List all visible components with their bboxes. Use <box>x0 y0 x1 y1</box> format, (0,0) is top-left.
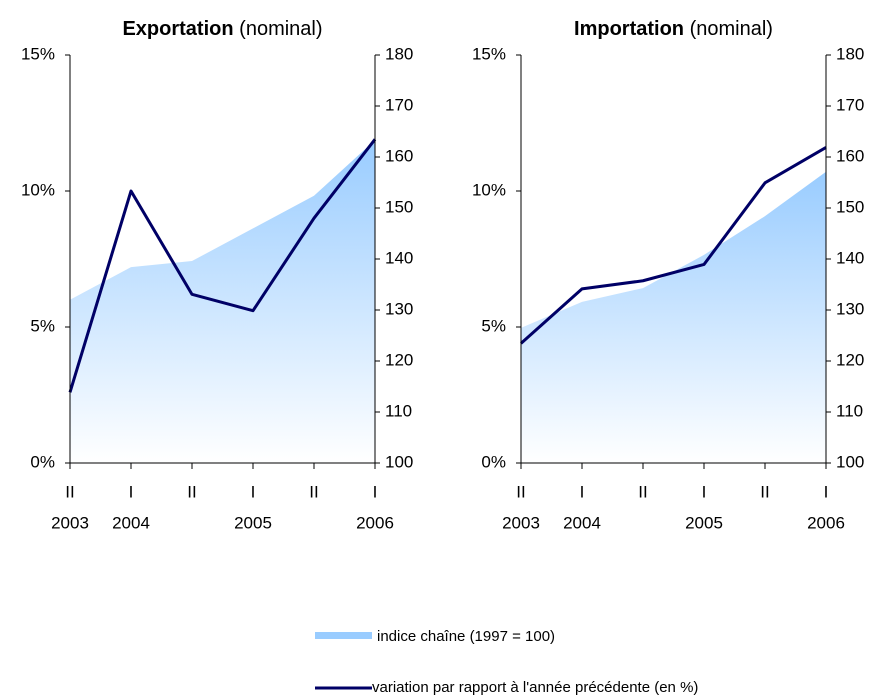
x-year-label: 2004 <box>112 513 150 532</box>
y2-tick-label: 120 <box>385 350 413 369</box>
y2-tick-label: 180 <box>385 44 413 63</box>
chart-title: Importation (nominal) <box>574 18 773 40</box>
y2-tick-label: 170 <box>836 95 864 114</box>
y-tick-label: 10% <box>21 180 55 199</box>
y2-tick-label: 120 <box>836 350 864 369</box>
x-tick-label: I <box>824 482 829 501</box>
chart-title: Exportation (nominal) <box>122 18 322 40</box>
y-tick-label: 15% <box>472 44 506 63</box>
x-tick-label: II <box>516 482 525 501</box>
y2-tick-label: 140 <box>385 248 413 267</box>
y2-tick-label: 160 <box>385 146 413 165</box>
x-tick-label: I <box>580 482 585 501</box>
y-tick-label: 0% <box>30 452 55 471</box>
title-main: Exportation <box>122 18 233 40</box>
index-area <box>521 171 826 464</box>
y2-tick-label: 140 <box>836 248 864 267</box>
y2-tick-label: 130 <box>385 299 413 318</box>
x-tick-label: I <box>373 482 378 501</box>
y-tick-label: 15% <box>21 44 55 63</box>
x-tick-label: II <box>187 482 196 501</box>
x-tick-label: II <box>638 482 647 501</box>
y2-tick-label: 130 <box>836 299 864 318</box>
y2-tick-label: 100 <box>385 452 413 471</box>
title-main: Importation <box>574 18 684 40</box>
change-line <box>520 146 827 345</box>
x-year-label: 2003 <box>502 513 540 532</box>
x-tick-label: II <box>65 482 74 501</box>
y2-tick-label: 160 <box>836 146 864 165</box>
y-tick-label: 5% <box>481 316 506 335</box>
x-tick-label: II <box>309 482 318 501</box>
x-year-label: 2005 <box>685 513 723 532</box>
change-line <box>68 138 377 393</box>
title-note: (nominal) <box>239 18 322 40</box>
x-tick-label: I <box>251 482 256 501</box>
x-tick-label: I <box>129 482 134 501</box>
y2-tick-label: 100 <box>836 452 864 471</box>
legend-swatch-area <box>315 632 372 639</box>
y2-tick-label: 110 <box>836 401 863 420</box>
x-tick-label: II <box>760 482 769 501</box>
x-year-label: 2006 <box>807 513 845 532</box>
y2-tick-label: 180 <box>836 44 864 63</box>
y-tick-label: 5% <box>30 316 55 335</box>
y2-tick-label: 110 <box>385 401 412 420</box>
x-year-label: 2006 <box>356 513 394 532</box>
x-year-label: 2004 <box>563 513 601 532</box>
x-year-label: 2005 <box>234 513 272 532</box>
legend-label: indice chaîne (1997 = 100) <box>377 628 555 645</box>
title-note: (nominal) <box>690 18 773 40</box>
y2-tick-label: 170 <box>385 95 413 114</box>
y2-tick-label: 150 <box>385 197 413 216</box>
y-tick-label: 0% <box>481 452 506 471</box>
y2-tick-label: 150 <box>836 197 864 216</box>
x-year-label: 2003 <box>51 513 89 532</box>
y-tick-label: 10% <box>472 180 506 199</box>
x-tick-label: I <box>702 482 707 501</box>
legend-label: variation par rapport à l'année précéden… <box>372 679 698 696</box>
